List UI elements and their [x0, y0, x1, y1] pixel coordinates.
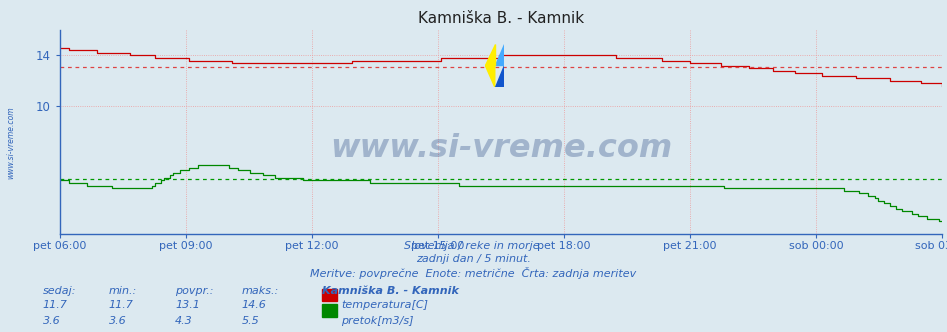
- Text: maks.:: maks.:: [241, 286, 278, 295]
- Polygon shape: [494, 44, 504, 65]
- Text: Kamniška B. - Kamnik: Kamniška B. - Kamnik: [322, 286, 459, 295]
- Title: Kamniška B. - Kamnik: Kamniška B. - Kamnik: [418, 11, 584, 26]
- Text: povpr.:: povpr.:: [175, 286, 214, 295]
- Text: min.:: min.:: [109, 286, 137, 295]
- Text: 4.3: 4.3: [175, 316, 193, 326]
- Text: 5.5: 5.5: [241, 316, 259, 326]
- Text: 11.7: 11.7: [43, 300, 67, 310]
- Text: temperatura[C]: temperatura[C]: [341, 300, 428, 310]
- Text: zadnji dan / 5 minut.: zadnji dan / 5 minut.: [416, 254, 531, 264]
- Text: sedaj:: sedaj:: [43, 286, 76, 295]
- Text: Slovenija / reke in morje.: Slovenija / reke in morje.: [404, 241, 543, 251]
- Text: www.si-vreme.com: www.si-vreme.com: [330, 133, 672, 164]
- Text: www.si-vreme.com: www.si-vreme.com: [6, 107, 15, 179]
- Polygon shape: [485, 65, 494, 87]
- Text: pretok[m3/s]: pretok[m3/s]: [341, 316, 414, 326]
- Text: 3.6: 3.6: [109, 316, 127, 326]
- Text: Meritve: povprečne  Enote: metrične  Črta: zadnja meritev: Meritve: povprečne Enote: metrične Črta:…: [311, 267, 636, 279]
- Text: 3.6: 3.6: [43, 316, 61, 326]
- Text: 13.1: 13.1: [175, 300, 200, 310]
- Polygon shape: [485, 44, 494, 65]
- Text: 11.7: 11.7: [109, 300, 134, 310]
- Text: 14.6: 14.6: [241, 300, 266, 310]
- Polygon shape: [494, 65, 504, 87]
